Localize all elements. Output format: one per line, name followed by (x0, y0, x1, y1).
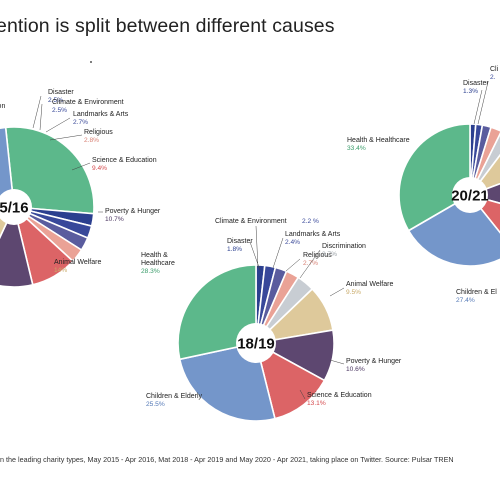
slice-label-disaster: Disaster (463, 80, 489, 87)
slice-value-science-and-education: 13.1% (307, 400, 326, 407)
slice-value-landmarks-and-arts: 2.4% (285, 239, 300, 246)
slice-label-religious: Religious (84, 129, 113, 136)
slice-value-climate-and-environment: 2.5% (52, 107, 67, 114)
donut-hole (0, 189, 32, 225)
leader-line (49, 134, 83, 141)
leader-line (71, 162, 91, 171)
leader-line (39, 103, 43, 131)
leader-line (32, 95, 42, 129)
slice-animal-welfare (467, 153, 500, 197)
slice-label-poverty-and-hunger: Poverty & Hunger (105, 208, 161, 215)
leader-line (45, 117, 71, 133)
slice-value-discrimination: 3.7% (322, 251, 337, 258)
slice-label-climate-and-environment: Climate & Environment (52, 99, 124, 106)
slice-value-climate-and-environment: 2.2 % (302, 218, 319, 225)
slice-children-and-elderly (407, 193, 500, 267)
slice-poverty-and-hunger (0, 204, 34, 288)
slice-value-health-and-healthcare: 33.4% (347, 145, 366, 152)
slice-value-disaster: 1.8% (227, 246, 242, 253)
slice-value-landmarks-and-arts: 2.7% (73, 119, 88, 126)
slice-value-disaster: 1.3% (463, 88, 478, 95)
slice-value-religious: 2.8% (84, 137, 99, 144)
slice-label-disaster: Disaster (227, 238, 253, 245)
donut-hole (236, 323, 276, 363)
slice-label-science-and-education: Science & Education (307, 392, 372, 399)
leader-line (477, 81, 489, 125)
period-label: 5/16 (0, 200, 29, 217)
donut-hole (452, 177, 488, 213)
slice-children-and-elderly (178, 342, 276, 422)
leader-line (299, 389, 306, 400)
slice-label-children-and-elderly: Children & El (456, 289, 497, 296)
slice-science-and-education (254, 341, 326, 420)
slice-label-children-and-elderly: Children & Elderly (146, 393, 203, 400)
slice-label-health-and-healthcare: Health & Healthcare (347, 137, 410, 144)
slice-label-health-and-healthcare: Health & (141, 252, 168, 259)
slice-label-science-and-education: Science & Education (92, 157, 157, 164)
slice-health-and-healthcare (4, 126, 95, 215)
slice-label-animal-welfare: Animal Welfare (346, 281, 393, 288)
leader-line (299, 249, 321, 279)
leader-line (329, 359, 345, 365)
slice-health-and-healthcare (398, 123, 471, 232)
leader-line (255, 225, 259, 269)
slice-label-religious: Religious (303, 252, 332, 259)
slice-label-landmarks-and-arts: Landmarks & Arts (73, 111, 129, 118)
slice-label-discrimination: Discrimination (322, 243, 366, 250)
slice-label-climate-and-environment: Climate & Environment (215, 218, 287, 225)
period-label: 18/19 (237, 336, 275, 353)
slice-label-line2: Healthcare (141, 260, 175, 267)
slice-value-science-and-education: 9.4% (92, 165, 107, 172)
slice-value-children-and-elderly: 27.4% (456, 297, 475, 304)
leader-line (473, 89, 483, 125)
leader-line (329, 287, 345, 297)
leader-line (249, 241, 261, 271)
slice-value-poverty-and-hunger: 10.6% (346, 366, 365, 373)
decorative-dot (90, 61, 92, 63)
slice-value-children-and-elderly: 25.5% (146, 401, 165, 408)
footnote: n the leading charity types, May 2015 - … (0, 455, 454, 464)
slice-label-discrimination: ion (0, 103, 5, 110)
leader-line (272, 237, 284, 269)
slice-value-health-and-healthcare: 28.3% (141, 268, 160, 275)
chart-title: ention is split between different causes (0, 15, 335, 37)
slice-value-animal-welfare: 9.5% (346, 289, 361, 296)
slice-label-poverty-and-hunger: Poverty & Hunger (346, 358, 402, 365)
leader-line (285, 258, 301, 272)
slice-label-climate-and-environment: Cli (490, 66, 499, 73)
slice-value-animal-welfare: 14% (54, 267, 67, 274)
slice-label-landmarks-and-arts: Landmarks & Arts (285, 231, 341, 238)
period-label: 20/21 (451, 188, 489, 205)
slice-value-climate-and-environment: 2. (490, 74, 496, 81)
slice-science-and-education (467, 193, 500, 234)
slice-label-disaster: Disaster (48, 89, 74, 96)
slice-health-and-healthcare (177, 264, 257, 361)
slice-value-poverty-and-hunger: 10.7% (105, 216, 124, 223)
slice-label-animal-welfare: Animal Welfare (54, 259, 101, 266)
slice-value-disaster: 2.5% (48, 97, 63, 104)
